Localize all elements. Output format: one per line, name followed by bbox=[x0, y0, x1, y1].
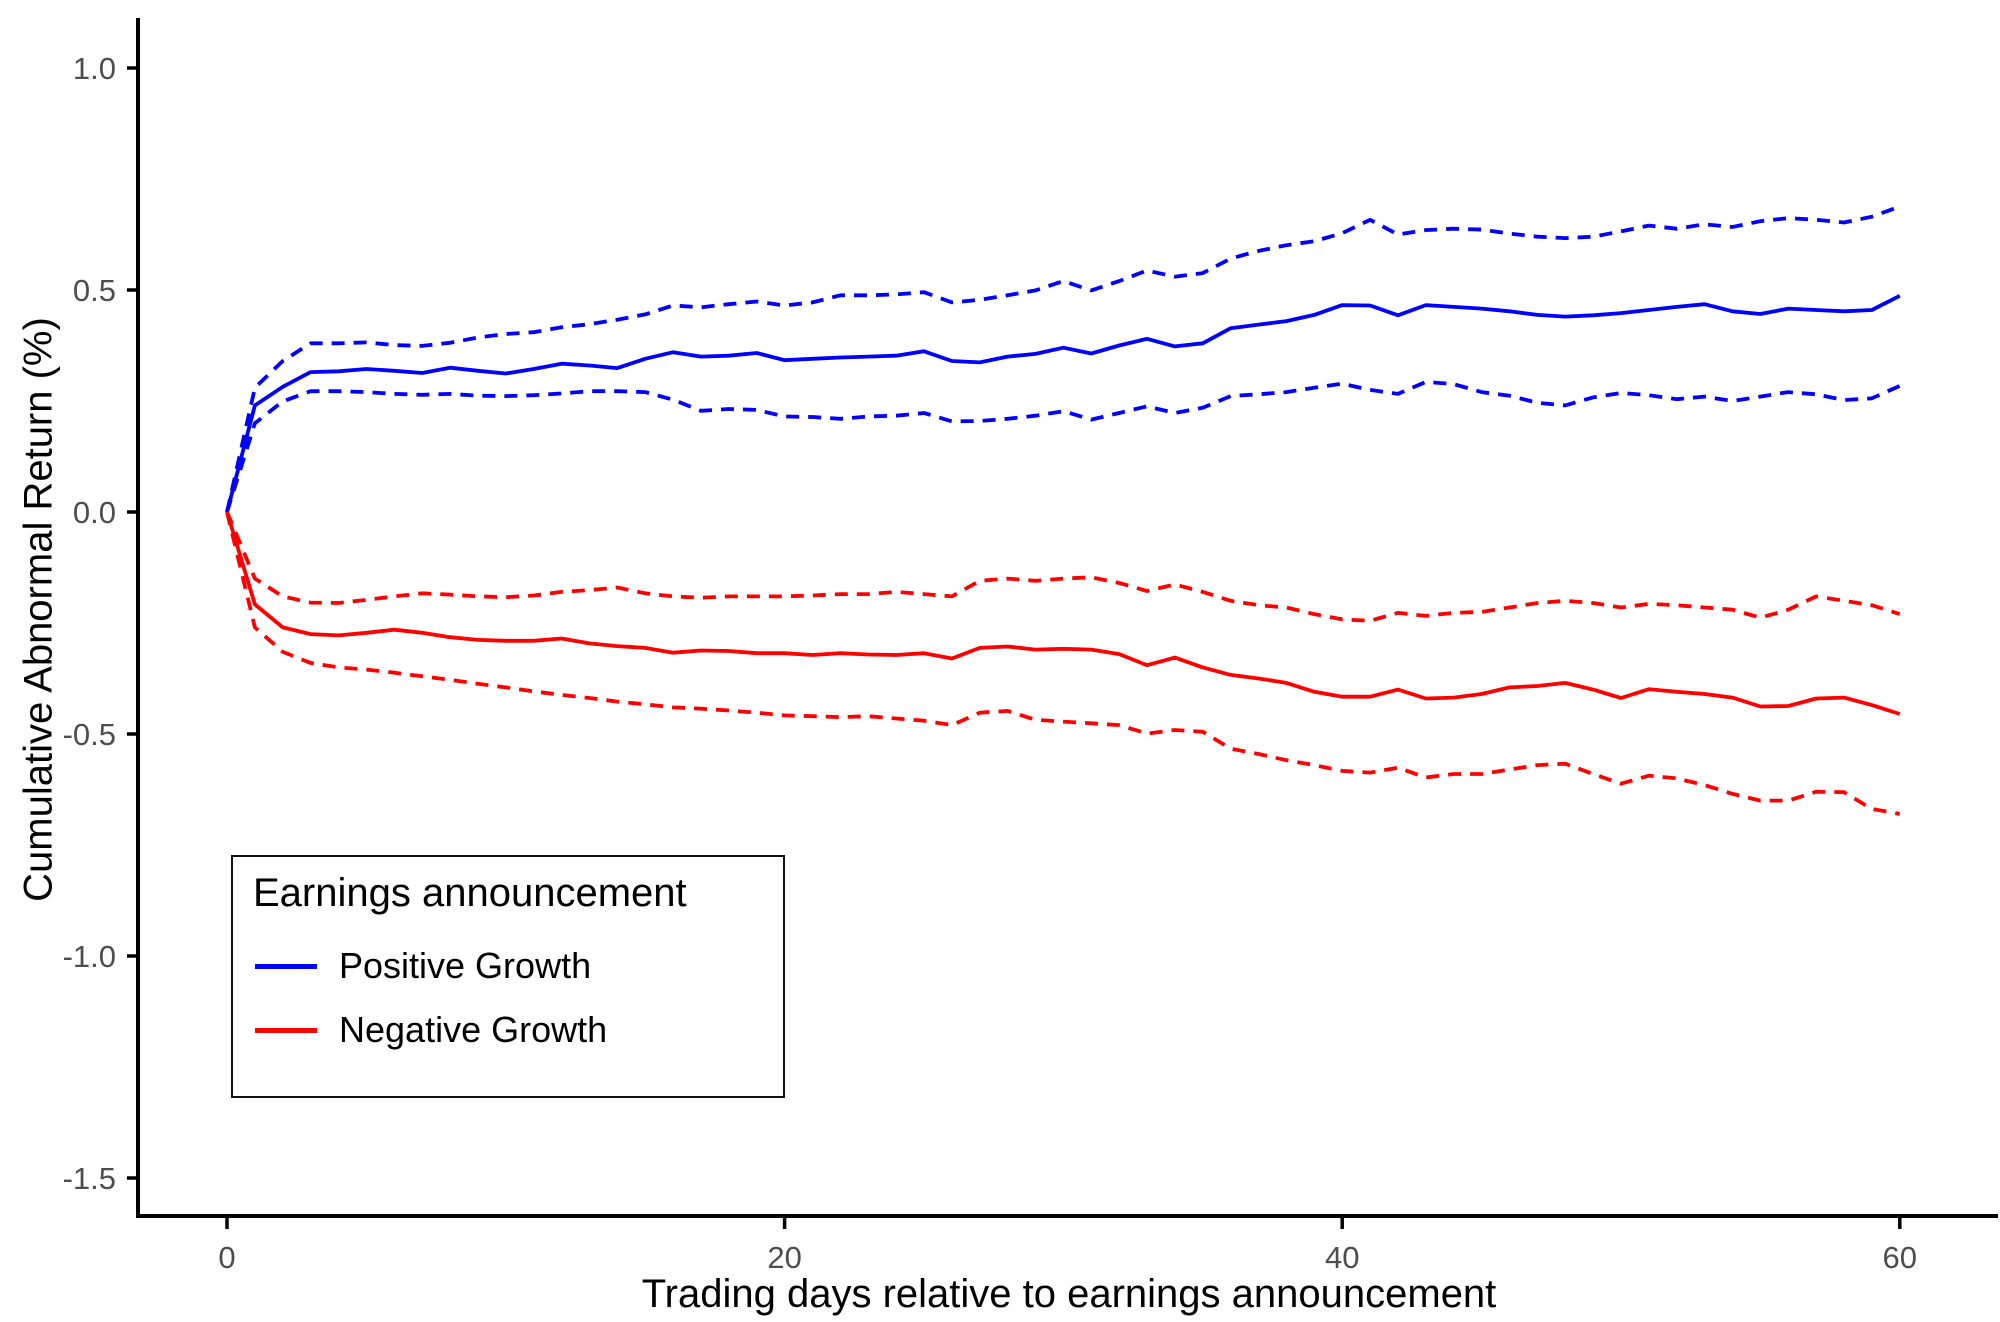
y-tick-label: 1.0 bbox=[73, 51, 116, 86]
x-tick-label: 40 bbox=[1325, 1240, 1359, 1275]
legend: Earnings announcement Positive Growth Ne… bbox=[231, 855, 785, 1098]
y-axis-title: Cumulative Abnormal Return (%) bbox=[16, 317, 61, 902]
x-tick-label: 60 bbox=[1883, 1240, 1917, 1275]
legend-item-positive-growth: Positive Growth bbox=[253, 934, 763, 998]
y-tick-label: -1.5 bbox=[63, 1161, 116, 1196]
x-tick-label: 20 bbox=[767, 1240, 801, 1275]
legend-title: Earnings announcement bbox=[253, 871, 687, 915]
series-positive-solid bbox=[225, 294, 1901, 513]
x-tick-label: 0 bbox=[218, 1240, 235, 1275]
series-positive-dashed bbox=[225, 379, 1901, 513]
legend-label-positive: Positive Growth bbox=[339, 945, 592, 986]
negative-growth-line-key-icon bbox=[253, 1027, 319, 1033]
series-positive-dashed bbox=[225, 204, 1901, 513]
y-tick-label: -0.5 bbox=[63, 717, 116, 752]
positive-growth-line-key-icon bbox=[253, 963, 319, 969]
y-tick-label: 0.0 bbox=[73, 495, 116, 530]
y-tick-label: -1.0 bbox=[63, 939, 116, 974]
series-negative-dashed bbox=[225, 511, 1901, 816]
y-tick-label: 0.5 bbox=[73, 273, 116, 308]
legend-label-negative: Negative Growth bbox=[339, 1009, 608, 1050]
series-negative-dashed bbox=[225, 511, 1901, 623]
series-negative-solid bbox=[225, 511, 1901, 716]
legend-item-negative-growth: Negative Growth bbox=[253, 998, 763, 1062]
x-axis-title: Trading days relative to earnings announ… bbox=[641, 1272, 1497, 1316]
